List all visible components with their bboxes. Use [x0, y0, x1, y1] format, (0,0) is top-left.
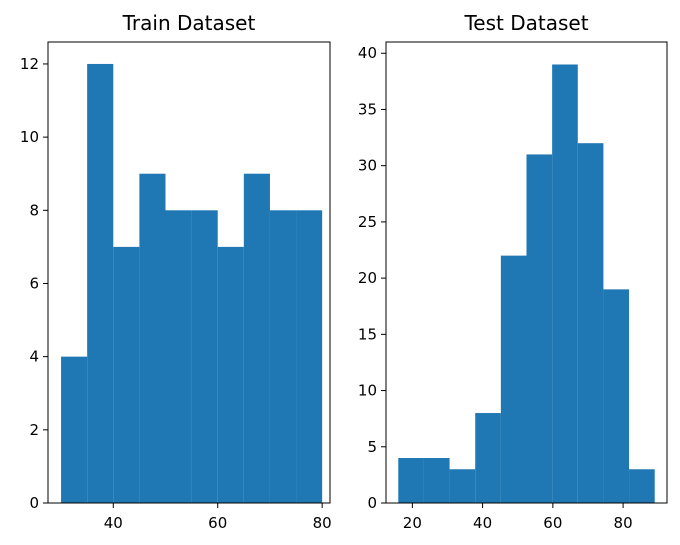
- test-y-tick-label: 10: [358, 382, 377, 400]
- train-bar-0: [61, 356, 88, 503]
- train-bar-3: [139, 173, 166, 503]
- train-y-tick-label: 4: [29, 348, 39, 366]
- train-y-ticks: 0 2 4 6 8 10 12: [20, 55, 48, 512]
- train-bar-2: [113, 246, 140, 503]
- train-bar-1: [87, 63, 114, 503]
- train-bar-5: [191, 210, 218, 504]
- train-x-tick-label: 60: [208, 514, 227, 532]
- train-x-tick-label: 80: [313, 514, 332, 532]
- test-bars: [398, 64, 655, 504]
- test-y-tick-label: 30: [358, 157, 377, 175]
- train-y-tick-label: 12: [20, 55, 39, 73]
- test-bar-8: [603, 289, 630, 503]
- test-dataset-panel: 20 40 60 80 0 5 10 15 20 25 30 35 40 Test Dataset: [358, 11, 668, 532]
- train-bars: [61, 63, 323, 504]
- test-x-ticks: 20 40 60 80: [403, 503, 633, 532]
- test-y-tick-label: 25: [358, 213, 377, 231]
- test-y-tick-label: 40: [358, 44, 377, 62]
- test-bar-5: [526, 154, 553, 503]
- test-bar-1: [423, 458, 450, 503]
- test-bar-2: [449, 469, 476, 503]
- test-x-tick-label: 20: [403, 514, 422, 532]
- train-y-tick-label: 6: [29, 274, 39, 292]
- test-bar-6: [552, 64, 578, 504]
- test-x-tick-label: 40: [473, 514, 492, 532]
- train-y-tick-label: 10: [20, 128, 39, 146]
- train-x-ticks: 40 60 80: [104, 503, 332, 532]
- train-y-tick-label: 2: [29, 421, 39, 439]
- train-dataset-panel: 40 60 80 0 2 4 6 8 10 12 Train Dataset: [20, 11, 332, 532]
- test-bar-9: [629, 469, 655, 503]
- test-bar-7: [577, 143, 604, 503]
- train-bar-8: [269, 210, 297, 504]
- test-x-tick-label: 60: [543, 514, 562, 532]
- train-y-tick-label: 0: [29, 494, 39, 512]
- test-bar-4: [500, 255, 527, 503]
- test-bar-3: [475, 413, 501, 503]
- test-axes-frame: [385, 41, 668, 504]
- test-y-ticks: 0 5 10 15 20 25 30 35 40: [358, 44, 386, 512]
- train-axes-frame: [47, 41, 331, 504]
- test-chart-title: Test Dataset: [463, 11, 588, 35]
- test-bar-0: [398, 458, 424, 503]
- test-y-tick-label: 0: [367, 494, 377, 512]
- train-bar-4: [165, 210, 192, 504]
- test-x-tick-label: 80: [614, 514, 633, 532]
- train-bar-6: [217, 246, 244, 503]
- test-y-tick-label: 15: [358, 325, 377, 343]
- train-x-tick-label: 40: [104, 514, 123, 532]
- test-y-tick-label: 35: [358, 100, 377, 118]
- train-bar-9: [296, 210, 323, 504]
- test-y-tick-label: 5: [367, 438, 377, 456]
- train-bar-7: [243, 173, 270, 503]
- train-y-tick-label: 8: [29, 201, 39, 219]
- train-chart-title: Train Dataset: [122, 11, 256, 35]
- test-y-tick-label: 20: [358, 269, 377, 287]
